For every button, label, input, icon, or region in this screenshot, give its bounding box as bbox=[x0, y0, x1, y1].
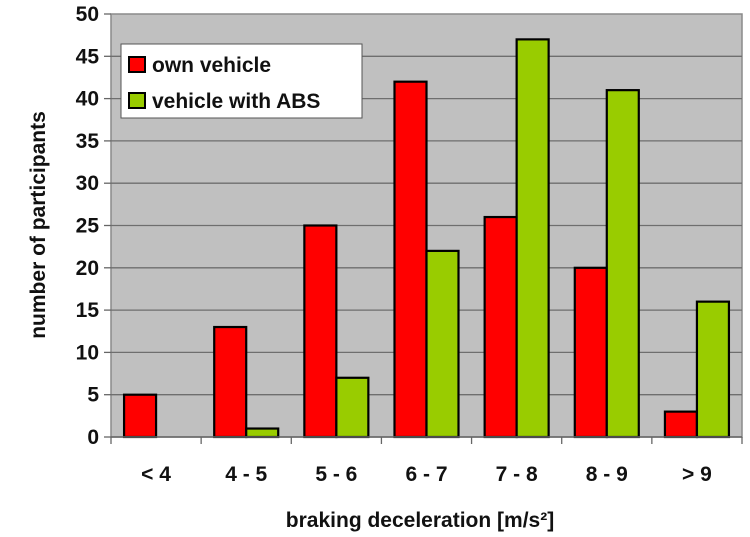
x-axis-ticks: < 4 4 - 5 5 - 6 6 - 7 7 - 8 8 - 9 > 9 bbox=[110, 437, 743, 486]
legend-box bbox=[120, 43, 363, 119]
bar-own-vehicle bbox=[393, 80, 428, 439]
y-tick-label: 15 bbox=[76, 299, 100, 322]
x-tick-label: 6 - 7 bbox=[405, 463, 447, 486]
legend: own vehicle vehicle with ABS bbox=[120, 43, 363, 119]
legend-swatch-vehicle-with-abs bbox=[128, 92, 146, 109]
bar-own-vehicle bbox=[122, 393, 158, 439]
y-tick-label: 40 bbox=[76, 88, 99, 111]
y-axis-ticks: 0 5 10 15 20 25 30 35 40 45 50 bbox=[76, 3, 111, 449]
y-tick-label: 35 bbox=[76, 130, 100, 153]
x-tick-label: 8 - 9 bbox=[586, 463, 628, 486]
legend-label-own-vehicle: own vehicle bbox=[152, 54, 271, 77]
x-tick-label: 7 - 8 bbox=[496, 463, 538, 486]
x-tick-label: > 9 bbox=[682, 463, 712, 486]
bar-vehicle-with-abs bbox=[335, 376, 370, 439]
bar-vehicle-with-abs bbox=[695, 300, 731, 439]
x-tick-label: < 4 bbox=[141, 463, 171, 486]
y-tick-label: 10 bbox=[76, 341, 99, 364]
bar-own-vehicle bbox=[483, 215, 518, 439]
legend-label-vehicle-with-abs: vehicle with ABS bbox=[152, 90, 320, 113]
y-tick-label: 0 bbox=[87, 426, 99, 449]
y-tick-label: 20 bbox=[76, 257, 99, 280]
bar-own-vehicle bbox=[303, 224, 338, 439]
bar-own-vehicle bbox=[573, 266, 608, 439]
y-tick-label: 5 bbox=[87, 384, 99, 407]
legend-swatch-own-vehicle bbox=[128, 56, 146, 73]
x-tick-label: 4 - 5 bbox=[225, 463, 267, 486]
x-axis-title: braking deceleration [m/s²] bbox=[286, 509, 554, 532]
bar-vehicle-with-abs bbox=[425, 249, 460, 439]
y-tick-label: 25 bbox=[76, 215, 100, 238]
y-tick-label: 45 bbox=[76, 45, 100, 68]
bar-vehicle-with-abs bbox=[245, 427, 280, 439]
y-axis-title: number of participants bbox=[27, 111, 50, 339]
x-tick-label: 5 - 6 bbox=[315, 463, 357, 486]
bar-vehicle-with-abs bbox=[515, 38, 550, 439]
bar-vehicle-with-abs bbox=[605, 89, 640, 439]
y-tick-label: 50 bbox=[76, 3, 99, 26]
bar-own-vehicle bbox=[663, 410, 699, 439]
bar-own-vehicle bbox=[213, 325, 248, 439]
y-tick-label: 30 bbox=[76, 172, 99, 195]
